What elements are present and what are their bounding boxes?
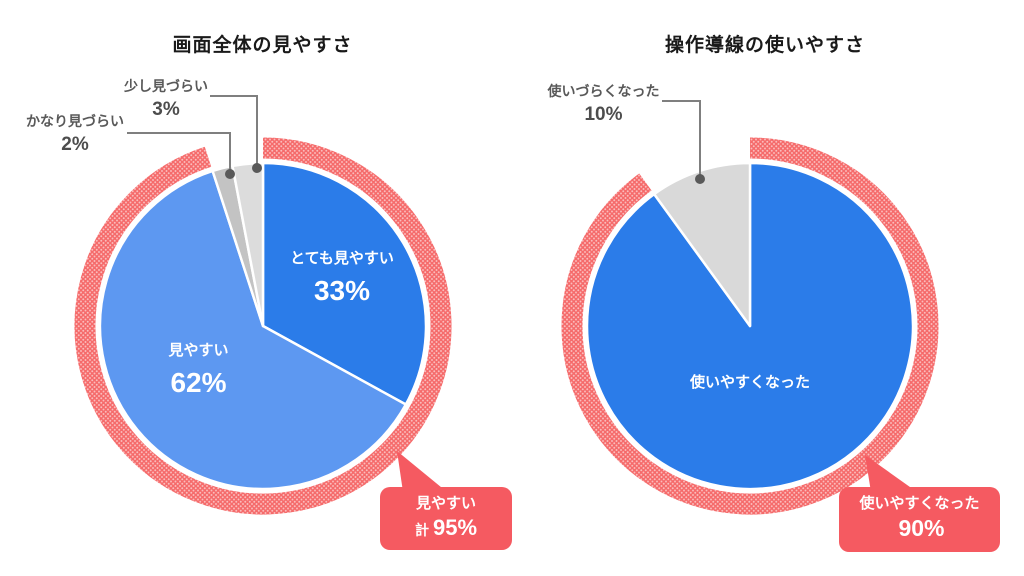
leader-dot-tsukaizurai xyxy=(695,174,705,184)
badge-value: 90% xyxy=(898,515,945,541)
inner-label-totemo-miyasui: とても見やすい 33% xyxy=(272,250,412,308)
badge-value: 95% xyxy=(432,514,478,540)
badge-value-row: 計 95% xyxy=(415,515,477,544)
summary-badge-right: 使いやすくなった 90% xyxy=(839,487,1000,552)
callout-kanari-mizurai: かなり見づらい 2% xyxy=(20,112,130,156)
callout-pct: 2% xyxy=(61,134,89,155)
callout-label: かなり見づらい xyxy=(26,113,124,129)
inner-label-tsukaiyasuku-natta: 使いやすくなった xyxy=(678,374,822,392)
badge-label: 使いやすくなった xyxy=(859,495,980,512)
pie-slice xyxy=(98,169,408,491)
chart-title-left: 画面全体の見やすさ xyxy=(172,35,353,56)
highlight-arc xyxy=(561,137,939,515)
callout-label: 使いづらくなった xyxy=(547,83,660,99)
leader-dot-kanari xyxy=(225,169,235,179)
slice-label: 使いやすくなった xyxy=(689,374,810,391)
leader-line-sukoshi xyxy=(210,95,258,164)
callout-label: 少し見づらい xyxy=(124,78,208,94)
leader-line-kanari xyxy=(127,132,231,170)
leader-line-tsukaizurai xyxy=(662,100,701,175)
callout-tsukaizuraku-natta: 使いづらくなった 10% xyxy=(541,82,666,126)
inner-label-miyasui: 見やすい 62% xyxy=(146,342,251,400)
pie-right-group xyxy=(561,137,939,515)
slice-label: 見やすい xyxy=(168,342,229,359)
slice-pct: 62% xyxy=(170,367,227,398)
chart-title-right: 操作導線の使いやすさ xyxy=(664,35,865,56)
leader-dot-sukoshi xyxy=(252,163,262,173)
callout-pct: 10% xyxy=(584,104,623,125)
badge-prefix: 計 xyxy=(414,521,429,538)
summary-badge-left: 見やすい 計 95% xyxy=(380,487,512,550)
badge-value-row: 90% xyxy=(894,515,944,545)
callout-sukoshi-mizurai: 少し見づらい 3% xyxy=(116,77,216,121)
pie-slice xyxy=(261,161,428,406)
slice-label: とても見やすい xyxy=(290,250,394,267)
badge-tail-right xyxy=(865,455,917,492)
badge-tail-left xyxy=(397,451,447,492)
pie-slice xyxy=(231,161,265,328)
badge-label: 見やすい xyxy=(415,494,476,512)
callout-pct: 3% xyxy=(152,99,180,120)
pie-left-group xyxy=(74,137,452,515)
slice-pct: 33% xyxy=(313,275,371,306)
highlight-arc xyxy=(74,137,452,515)
